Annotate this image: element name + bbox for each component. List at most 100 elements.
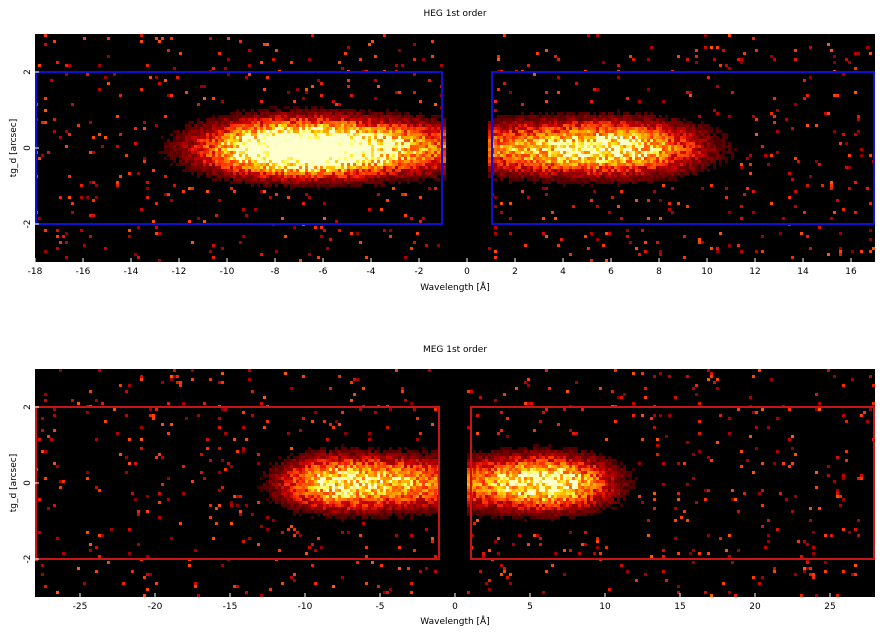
heg-heat-cell	[305, 160, 308, 163]
meg-heat-cell	[542, 456, 545, 459]
heg-heat-cell	[269, 166, 272, 169]
heg-heat-cell	[383, 154, 386, 157]
heg-heat-cell	[284, 154, 287, 157]
heg-heat-cell	[338, 229, 341, 232]
heg-heat-cell	[182, 151, 185, 154]
heg-heat-cell	[608, 166, 611, 169]
heg-heat-cell	[791, 127, 794, 130]
heg-heat-cell	[668, 151, 671, 154]
heg-heat-cell	[725, 64, 728, 67]
heg-heat-cell	[104, 76, 107, 79]
heg-heat-cell	[794, 58, 797, 61]
heg-heat-cell	[377, 178, 380, 181]
heg-heat-cell	[395, 151, 398, 154]
heg-heat-cell	[578, 166, 581, 169]
heg-heat-cell	[545, 100, 548, 103]
meg-heat-cell	[599, 453, 602, 456]
heg-heat-cell	[311, 163, 314, 166]
heg-heat-cell	[338, 142, 341, 145]
heg-heat-cell	[605, 154, 608, 157]
heg-heat-cell	[680, 166, 683, 169]
heg-heat-cell	[719, 142, 722, 145]
heg-heat-cell	[671, 148, 674, 151]
meg-heat-cell	[152, 414, 155, 417]
heg-heat-cell	[674, 124, 677, 127]
heg-heat-cell	[410, 130, 413, 133]
heg-heat-cell	[242, 163, 245, 166]
heg-heat-cell	[515, 151, 518, 154]
heg-heat-cell	[230, 157, 233, 160]
heg-heat-cell	[557, 118, 560, 121]
heg-heat-cell	[422, 127, 425, 130]
heg-heat-cell	[365, 127, 368, 130]
heg-heat-cell	[635, 166, 638, 169]
heg-heat-cell	[662, 133, 665, 136]
heg-heat-cell	[581, 133, 584, 136]
heg-heat-cell	[314, 112, 317, 115]
meg-heat-cell	[863, 411, 866, 414]
heg-heat-cell	[212, 178, 215, 181]
heg-heat-cell	[326, 157, 329, 160]
heg-heat-cell	[218, 163, 221, 166]
heg-heat-cell	[611, 154, 614, 157]
heg-heat-cell	[200, 166, 203, 169]
heg-heat-cell	[323, 148, 326, 151]
heg-heat-cell	[251, 130, 254, 133]
heg-heat-cell	[542, 148, 545, 151]
heg-heat-cell	[599, 145, 602, 148]
heg-heat-cell	[797, 160, 800, 163]
heg-heat-cell	[599, 115, 602, 118]
heg-heat-cell	[611, 151, 614, 154]
heg-heat-cell	[209, 127, 212, 130]
meg-heat-cell	[389, 450, 392, 453]
heg-heat-cell	[326, 145, 329, 148]
heg-heat-cell	[626, 181, 629, 184]
heg-heat-cell	[281, 217, 284, 220]
heg-heat-cell	[380, 172, 383, 175]
heg-heat-cell	[206, 163, 209, 166]
heg-heat-cell	[299, 169, 302, 172]
heg-heat-cell	[344, 148, 347, 151]
heg-heat-cell	[560, 133, 563, 136]
heg-heat-cell	[344, 109, 347, 112]
heg-heat-cell	[596, 118, 599, 121]
heg-heat-cell	[569, 127, 572, 130]
meg-heat-cell	[542, 453, 545, 456]
heg-heat-cell	[332, 118, 335, 121]
heg-heat-cell	[557, 175, 560, 178]
heg-heat-cell	[701, 163, 704, 166]
heg-heat-cell	[818, 163, 821, 166]
heg-heat-cell	[260, 178, 263, 181]
heg-heat-cell	[194, 154, 197, 157]
heg-heat-cell	[644, 139, 647, 142]
heg-heat-cell	[506, 157, 509, 160]
heg-heat-cell	[344, 130, 347, 133]
meg-heat-cell	[305, 456, 308, 459]
heg-heat-cell	[278, 181, 281, 184]
heg-heat-cell	[650, 169, 653, 172]
heg-heat-cell	[266, 160, 269, 163]
heg-heat-cell	[626, 169, 629, 172]
meg-heat-cell	[149, 414, 152, 417]
heg-heat-cell	[488, 247, 491, 250]
heg-heat-cell	[383, 151, 386, 154]
meg-heat-cell	[317, 456, 320, 459]
heg-heat-cell	[431, 163, 434, 166]
heg-heat-cell	[383, 118, 386, 121]
heg-heat-cell	[377, 148, 380, 151]
heg-heat-cell	[623, 154, 626, 157]
meg-heat-cell	[818, 408, 821, 411]
heg-heat-cell	[560, 115, 563, 118]
heg-heat-cell	[518, 157, 521, 160]
heg-heat-cell	[587, 181, 590, 184]
heg-heat-cell	[497, 145, 500, 148]
heg-heat-cell	[626, 178, 629, 181]
heg-heat-cell	[542, 157, 545, 160]
heg-heat-cell	[701, 148, 704, 151]
heg-heat-cell	[623, 145, 626, 148]
heg-heat-cell	[224, 175, 227, 178]
heg-heat-cell	[566, 118, 569, 121]
heg-heat-cell	[278, 169, 281, 172]
heg-heat-cell	[359, 127, 362, 130]
meg-heat-cell	[539, 456, 542, 459]
